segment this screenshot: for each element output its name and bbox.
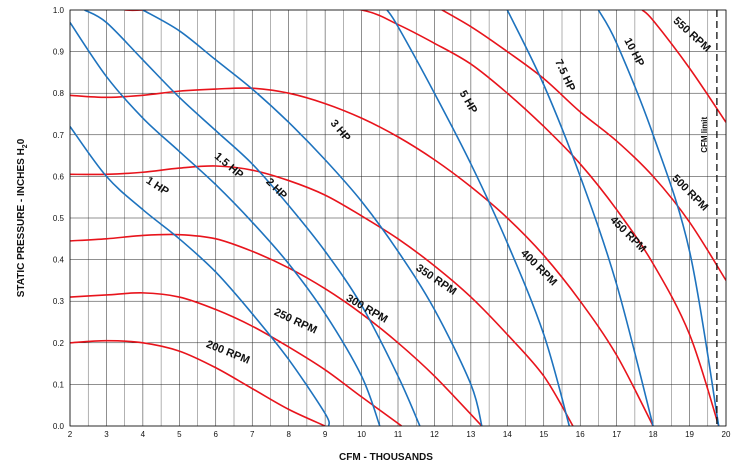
curve-label-250-rpm: 250 RPM [272, 306, 319, 336]
rpm-curve-450-rpm [124, 10, 720, 426]
x-tick-label: 7 [250, 430, 255, 439]
x-tick-label: 6 [214, 430, 219, 439]
x-tick-label: 19 [685, 430, 694, 439]
x-tick-label: 2 [68, 430, 73, 439]
x-tick-label: 16 [576, 430, 585, 439]
x-axis-title: CFM - THOUSANDS [339, 452, 433, 463]
hp-curve-10-hp [597, 10, 720, 426]
y-tick-label: 0.3 [53, 297, 65, 306]
x-tick-label: 18 [649, 430, 658, 439]
x-tick-label: 14 [503, 430, 512, 439]
y-tick-label: 0.6 [53, 172, 65, 181]
rpm-curve-250-rpm [70, 292, 403, 426]
y-tick-label: 0.2 [53, 339, 65, 348]
hp-curve-2-hp [84, 10, 421, 426]
x-tick-label: 5 [177, 430, 182, 439]
cfm-limit-line: CFM limit [700, 10, 718, 426]
hp-curve-1-hp [70, 126, 331, 426]
x-tick-label: 15 [539, 430, 548, 439]
y-tick-label: 0.7 [53, 131, 65, 140]
y-axis-title-main: STATIC PRESSURE - INCHES H [16, 148, 27, 297]
x-tick-label: 10 [357, 430, 366, 439]
curve-label-3-hp: 3 HP [328, 118, 353, 144]
hp-curve-1-5-hp [70, 22, 381, 426]
x-tick-label: 9 [323, 430, 328, 439]
rpm-curve-400-rpm [70, 87, 654, 426]
x-tick-label: 11 [394, 430, 403, 439]
rpm-curve-300-rpm [70, 233, 483, 426]
y-tick-label: 0.8 [53, 89, 65, 98]
y-axis-title-sub: 2 [22, 144, 29, 148]
x-tick-label: 13 [466, 430, 475, 439]
curve-label-5-hp: 5 HP [457, 89, 480, 116]
curve-label-500-rpm: 500 RPM [669, 173, 710, 214]
x-tick-label: 12 [430, 430, 439, 439]
y-tick-label: 0.0 [53, 422, 65, 431]
y-tick-label: 0.9 [53, 48, 65, 57]
grid-lines [69, 9, 727, 427]
curves [70, 10, 726, 426]
x-tick-label: 8 [286, 430, 291, 439]
x-tick-label: 4 [141, 430, 146, 439]
curve-label-7-5-hp: 7.5 HP [552, 58, 577, 94]
curve-label-450-rpm: 450 RPM [607, 214, 648, 255]
x-axis-ticks: 2 3 4 5 6 7 8 9 10 11 12 13 14 15 16 17 18 19 20 [68, 430, 731, 439]
hp-curve-5-hp [386, 10, 571, 426]
curve-label-1-hp: 1 HP [144, 175, 171, 198]
hp-curve-7-5-hp [506, 10, 654, 426]
y-tick-label: 0.1 [53, 380, 65, 389]
hp-curve-3-hp [142, 10, 483, 426]
rpm-curve-500-rpm [440, 10, 726, 281]
y-tick-label: 0.5 [53, 214, 65, 223]
x-tick-label: 17 [612, 430, 621, 439]
y-axis-ticks: 0.0 0.1 0.2 0.3 0.4 0.5 0.6 0.7 0.8 0.9 1.0 [53, 6, 65, 431]
rpm-curve-550-rpm [641, 10, 726, 123]
curve-label-550-rpm: 550 RPM [671, 15, 713, 55]
y-axis-title: STATIC PRESSURE - INCHES H20 [16, 138, 29, 297]
y-axis-title-end: 0 [16, 138, 27, 144]
y-tick-label: 0.4 [53, 256, 65, 265]
rpm-curve-350-rpm [70, 165, 574, 426]
rpm-curve-200-rpm [70, 339, 326, 426]
x-tick-label: 20 [722, 430, 731, 439]
y-tick-label: 1.0 [53, 6, 65, 15]
curve-label-300-rpm: 300 RPM [344, 292, 390, 325]
x-tick-label: 3 [104, 430, 109, 439]
plot-frame [69, 9, 727, 427]
cfm-limit-label: CFM limit [700, 116, 709, 152]
